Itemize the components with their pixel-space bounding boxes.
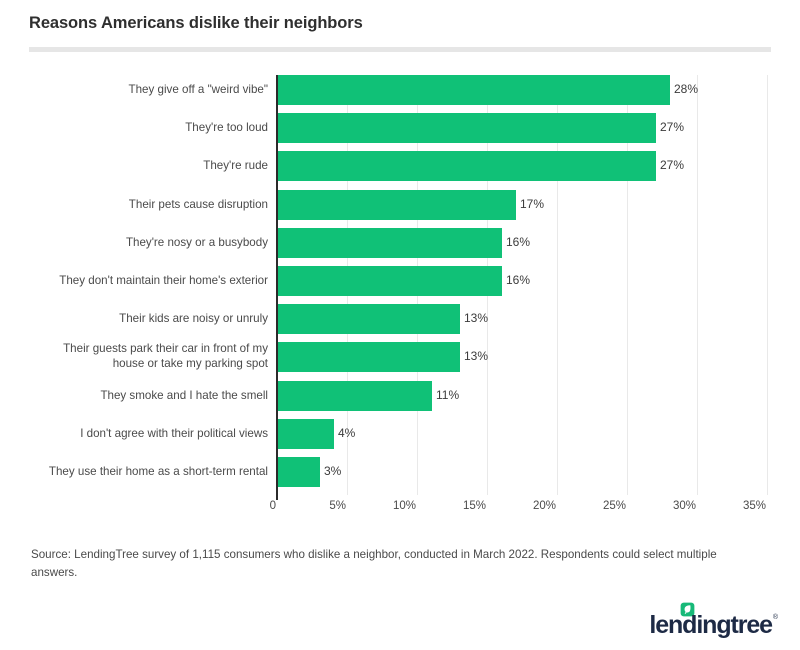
x-axis-tick-label: 0 <box>269 500 276 512</box>
bar-row: Their guests park their car in front of … <box>0 342 800 373</box>
bar-row: I don't agree with their political views… <box>0 418 800 449</box>
x-axis: 0 5% 10% 15% 20% 25% 30% 35% <box>0 500 800 520</box>
bar-category-label: I don't agree with their political views <box>80 426 268 440</box>
bar <box>278 75 670 105</box>
bar-row: They don't maintain their home's exterio… <box>0 266 800 296</box>
bar-row: Their pets cause disruption 17% <box>0 189 800 220</box>
bar-value-label: 27% <box>660 120 685 135</box>
bar-row: They're nosy or a busybody 16% <box>0 227 800 258</box>
bar-row: They use their home as a short-term rent… <box>0 457 800 487</box>
leaf-icon <box>680 602 695 617</box>
bar-rows: They give off a "weird vibe" 28% They're t… <box>0 70 800 490</box>
bar <box>278 342 460 373</box>
bar-row: They're rude 27% <box>0 151 800 182</box>
page-title: Reasons Americans dislike their neighbor… <box>29 14 363 32</box>
bar-row: They smoke and I hate the smell 11% <box>0 380 800 411</box>
bar-value-label: 13% <box>464 311 489 326</box>
x-axis-tick-label: 30% <box>672 500 696 512</box>
bar-category-label: They're too loud <box>185 121 268 135</box>
x-axis-tick-label: 20% <box>532 500 556 512</box>
bar <box>278 304 460 335</box>
bar-category-label: They're nosy or a busybody <box>125 235 268 249</box>
bar-category-label: They give off a "weird vibe" <box>128 83 268 96</box>
bar <box>278 457 320 487</box>
y-axis-line <box>276 75 278 500</box>
x-axis-tick-label: 5% <box>329 500 346 512</box>
bar-value-label: 16% <box>506 234 531 249</box>
logo-wordmark: lendingtree <box>649 611 773 639</box>
bar-category-label: They're rude <box>203 159 268 173</box>
bar <box>278 113 656 144</box>
bar-value-label: 17% <box>520 196 545 211</box>
bar-category-label: They don't maintain their home's exterio… <box>59 274 268 287</box>
bar <box>278 266 502 296</box>
bar <box>278 418 334 449</box>
bar <box>278 227 502 258</box>
bar-category-label: Their guests park their car in front of … <box>63 342 268 371</box>
bar <box>278 380 432 411</box>
x-axis-tick-label: 25% <box>602 500 626 512</box>
bar-category-label: Their kids are noisy or unruly <box>119 312 268 326</box>
bar-value-label: 4% <box>338 425 356 440</box>
x-axis-tick-label: 15% <box>462 500 486 512</box>
bar-value-label: 13% <box>464 349 489 364</box>
bar-chart: They give off a "weird vibe" 28% They're t… <box>0 70 800 510</box>
bar-row: They're too loud 27% <box>0 113 800 144</box>
lendingtree-logo: lendingtree ® <box>632 602 778 640</box>
bar-row: They give off a "weird vibe" 28% <box>0 75 800 105</box>
bar <box>278 151 656 182</box>
bar-row: Their kids are noisy or unruly 13% <box>0 304 800 335</box>
bar-value-label: 11% <box>436 387 460 402</box>
logo-trademark: ® <box>772 614 778 621</box>
bar <box>278 189 516 220</box>
bar-value-label: 3% <box>324 464 342 478</box>
x-axis-tick-label: 35% <box>742 500 766 512</box>
bar-category-label: Their pets cause disruption <box>128 197 268 211</box>
x-axis-tick-label: 10% <box>392 500 416 512</box>
bar-value-label: 27% <box>660 158 685 173</box>
source-note: Source: LendingTree survey of 1,115 cons… <box>31 548 717 579</box>
bar-category-label: They use their home as a short-term rent… <box>48 465 268 478</box>
bar-value-label: 16% <box>506 273 531 287</box>
bar-value-label: 28% <box>674 82 699 96</box>
bar-category-label: They smoke and I hate the smell <box>100 388 268 402</box>
title-divider <box>29 47 771 52</box>
